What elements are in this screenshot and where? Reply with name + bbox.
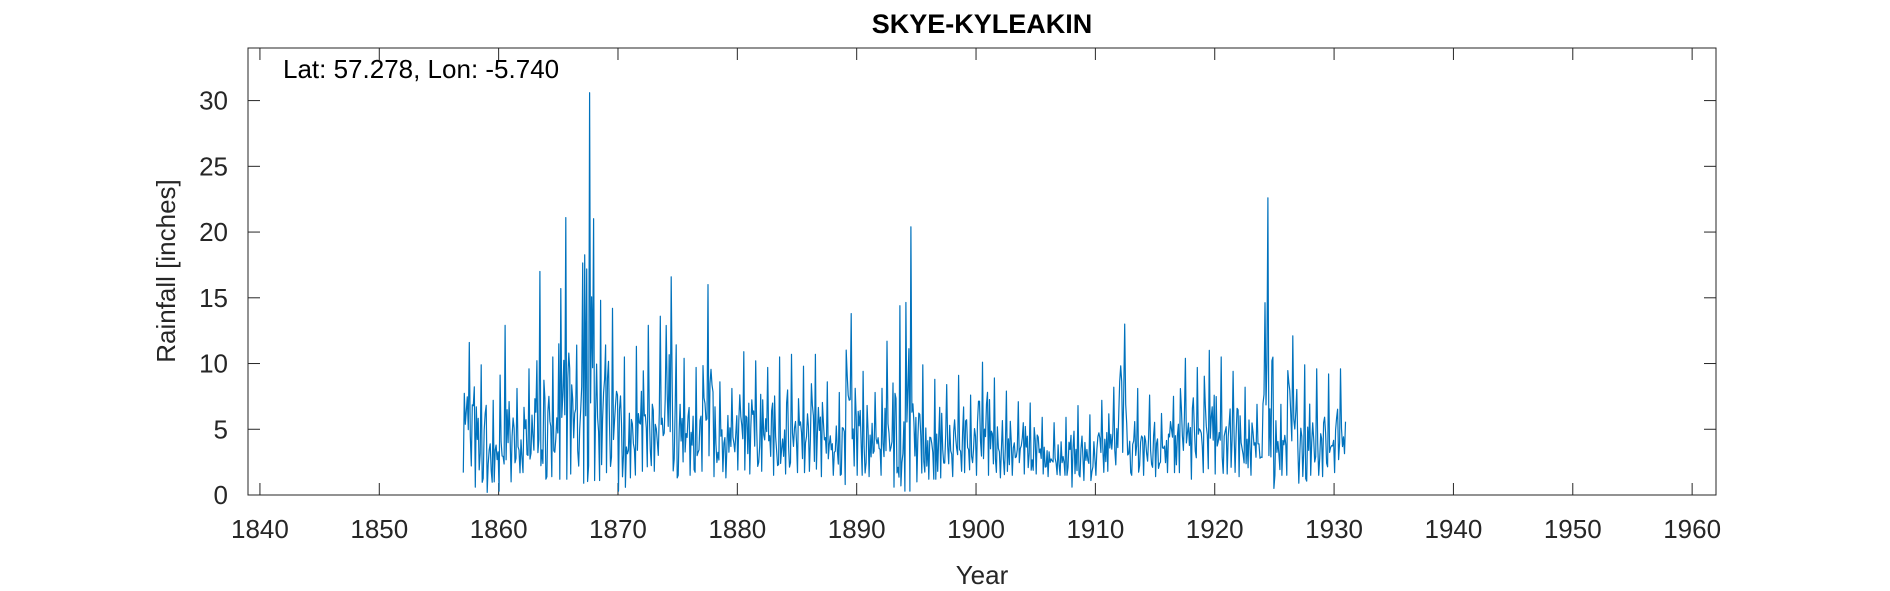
- y-tick-label: 25: [199, 151, 228, 181]
- y-axis-label: Rainfall [inches]: [151, 179, 181, 363]
- rainfall-series-line: [462, 92, 1347, 493]
- x-tick-label: 1890: [828, 514, 886, 544]
- station-coordinates: Lat: 57.278, Lon: -5.740: [283, 54, 559, 84]
- x-tick-label: 1950: [1544, 514, 1602, 544]
- x-tick-label: 1910: [1066, 514, 1124, 544]
- y-tick-label: 15: [199, 283, 228, 313]
- y-axis: 0 5 10 15 20 25 30: [199, 86, 1716, 510]
- y-tick-label: 30: [199, 86, 228, 116]
- y-tick-label: 10: [199, 349, 228, 379]
- x-tick-label: 1870: [589, 514, 647, 544]
- x-axis: 1840 1850 1860 1870 1880 1890 1900 1910 1920 1930…: [231, 48, 1721, 544]
- y-tick-label: 0: [214, 480, 228, 510]
- x-tick-label: 1920: [1186, 514, 1244, 544]
- chart-title: SKYE-KYLEAKIN: [872, 9, 1093, 39]
- x-tick-label: 1850: [350, 514, 408, 544]
- x-tick-label: 1940: [1425, 514, 1483, 544]
- x-tick-label: 1930: [1305, 514, 1363, 544]
- y-tick-label: 20: [199, 217, 228, 247]
- x-tick-label: 1860: [470, 514, 528, 544]
- x-tick-label: 1960: [1663, 514, 1721, 544]
- x-tick-label: 1840: [231, 514, 289, 544]
- x-tick-label: 1880: [708, 514, 766, 544]
- x-tick-label: 1900: [947, 514, 1005, 544]
- y-tick-label: 5: [214, 414, 228, 444]
- x-axis-label: Year: [956, 560, 1009, 590]
